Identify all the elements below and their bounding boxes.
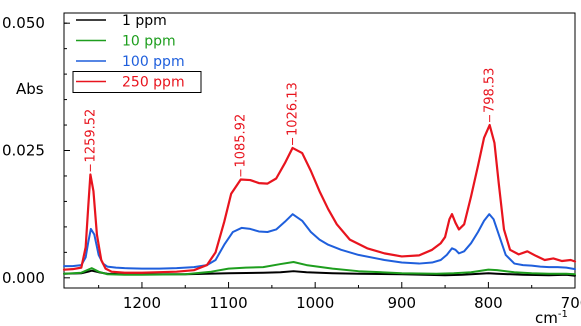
axis-layer: 1200 1100 1000 900 800 700 0.000 0.025 0.050 [2,14,581,312]
legend-label: 100 ppm [122,54,185,70]
annotation-layer: 1259.52 1085.92 1026.13 798.53 [83,68,498,177]
y-tick-label: 0.025 [2,142,45,160]
x-tick-label: 1200 [123,294,161,312]
series-line-100-ppm [63,213,576,271]
series-layer [62,123,577,277]
x-axis-label-superscript: -1 [558,309,568,320]
legend: 1 ppm 10 ppm 100 ppm 250 ppm [72,13,202,93]
x-tick-label: 700 [561,294,581,312]
x-axis-label: cm-1 [535,309,568,326]
legend-highlight-box [72,71,202,93]
peak-label: 1026.13 [286,82,301,136]
legend-label: 10 ppm [122,34,176,50]
peak-label: 1085.92 [234,114,249,168]
y-tick-label: 0.000 [2,269,45,287]
x-tick-label: 1100 [209,294,247,312]
legend-label: 250 ppm [122,75,185,91]
x-tick-label: 1000 [296,294,334,312]
y-tick-label: 0.050 [2,14,45,32]
x-tick-label: 800 [474,294,503,312]
legend-label: 1 ppm [122,13,167,29]
series-line-250-ppm [62,123,577,274]
series-line-10-ppm [63,261,576,276]
peak-label: 798.53 [483,68,498,113]
x-tick-label: 900 [387,294,416,312]
x-axis-label-base: cm [535,309,558,326]
peak-label: 1259.52 [83,109,98,163]
y-axis-label: Abs [16,80,44,98]
